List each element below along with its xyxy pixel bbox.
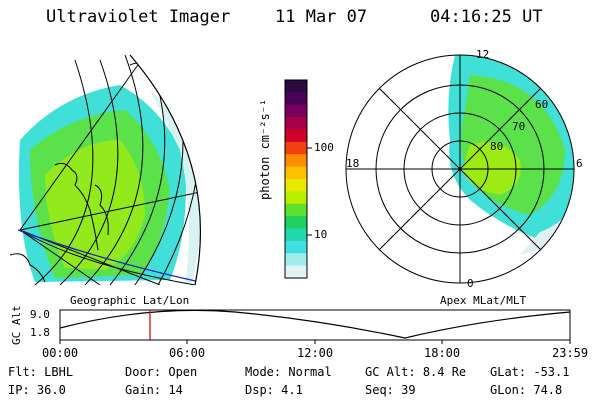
xtick-0000: 00:00 bbox=[42, 346, 79, 360]
mlt-label-12: 12 bbox=[476, 48, 490, 61]
status-mode: Mode: Normal bbox=[245, 365, 332, 379]
altitude-curve bbox=[59, 309, 571, 339]
apex-caption: Apex MLat/MLT bbox=[440, 294, 527, 307]
mlt-label-18: 18 bbox=[346, 157, 360, 170]
color-bar-segment bbox=[285, 92, 307, 106]
color-bar-segment bbox=[285, 228, 307, 242]
geographic-map bbox=[9, 54, 201, 286]
color-bar-segment bbox=[285, 203, 307, 217]
xtick-0600: 06:00 bbox=[169, 346, 206, 360]
color-bar-segment bbox=[285, 179, 307, 192]
status-gc-alt: GC Alt: 8.4 Re bbox=[365, 365, 467, 379]
color-bar-segment bbox=[285, 265, 307, 279]
altitude-plot-frame bbox=[59, 309, 571, 341]
color-bar-segment bbox=[285, 154, 307, 168]
lat-label-80: 80 bbox=[490, 140, 504, 153]
xtick-1800: 18:00 bbox=[424, 346, 461, 360]
limb-outline bbox=[129, 54, 201, 286]
color-bar-segment bbox=[285, 191, 307, 205]
altitude-ytick-9: 9.0 bbox=[30, 308, 50, 321]
color-bar-segment bbox=[285, 104, 307, 118]
color-bar-tick-10: 10 bbox=[314, 228, 328, 241]
color-bar-frame bbox=[284, 79, 308, 279]
mlt-label-6: 6 bbox=[576, 157, 583, 170]
color-bar-segment bbox=[285, 240, 307, 254]
lat-label-60: 60 bbox=[535, 98, 549, 111]
color-bar-segment bbox=[285, 253, 307, 267]
polar-map bbox=[345, 54, 575, 284]
polar-grid bbox=[345, 54, 575, 284]
polar-emission bbox=[448, 55, 574, 255]
color-bar-segment bbox=[285, 166, 307, 180]
color-bar bbox=[285, 80, 307, 279]
xtick-1200: 12:00 bbox=[297, 346, 334, 360]
color-bar-unit-label: photon cm⁻²s⁻¹ bbox=[258, 98, 272, 200]
lat-label-70: 70 bbox=[512, 120, 526, 133]
longitude-grid bbox=[19, 61, 201, 285]
status-gain: Gain: 14 bbox=[125, 383, 183, 397]
boundary-line bbox=[17, 229, 201, 283]
date-label: 11 Mar 07 bbox=[275, 7, 368, 27]
color-bar-segment bbox=[285, 141, 307, 155]
instrument-title: Ultraviolet Imager bbox=[46, 7, 231, 27]
xtick-2359: 23:59 bbox=[552, 346, 589, 360]
color-bar-tick-100: 100 bbox=[314, 141, 334, 154]
geographic-caption: Geographic Lat/Lon bbox=[70, 294, 190, 307]
altitude-ytick-1-8: 1.8 bbox=[30, 326, 50, 339]
status-dsp: Dsp: 4.1 bbox=[245, 383, 303, 397]
status-ip: IP: 36.0 bbox=[8, 383, 66, 397]
color-bar-segment bbox=[285, 117, 307, 131]
altitude-plot bbox=[59, 309, 571, 344]
status-glon: GLon: 74.8 bbox=[490, 383, 563, 397]
color-bar-segment bbox=[285, 129, 307, 143]
coastlines bbox=[9, 62, 149, 283]
altitude-ylabel: GC Alt bbox=[10, 305, 23, 345]
status-seq: Seq: 39 bbox=[365, 383, 416, 397]
status-flt: Flt: LBHL bbox=[8, 365, 74, 379]
status-door: Door: Open bbox=[125, 365, 198, 379]
mlt-label-0: 0 bbox=[467, 277, 474, 290]
time-label: 04:16:25 UT bbox=[430, 7, 543, 27]
altitude-ticks bbox=[59, 340, 571, 344]
color-bar-segment bbox=[285, 80, 307, 93]
status-glat: GLat: -53.1 bbox=[490, 365, 570, 379]
color-bar-segment bbox=[285, 216, 307, 230]
